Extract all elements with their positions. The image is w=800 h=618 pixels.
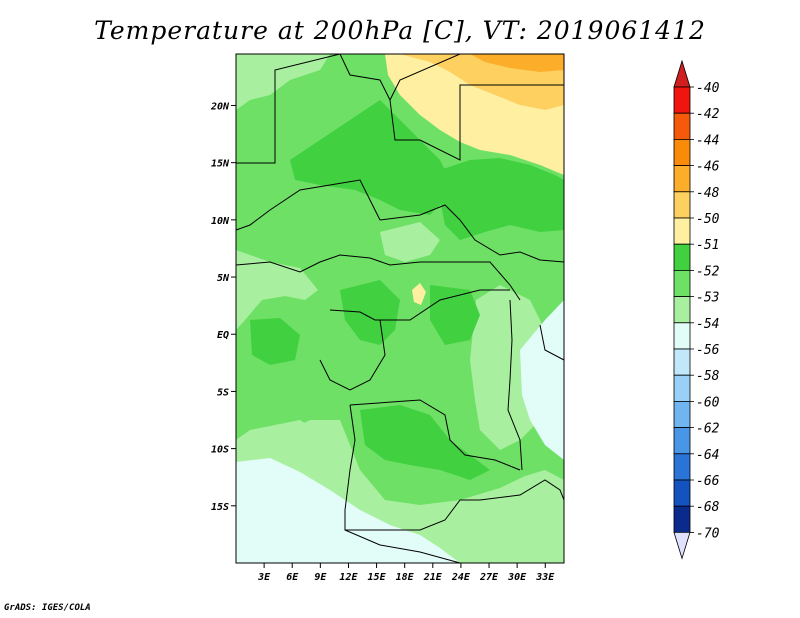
colorbar-swatch [673,217,691,245]
colorbar-label: -42 [696,107,720,122]
lon-tick-label: 24E [451,572,471,583]
colorbar-label: -44 [696,133,719,148]
latitude-ticks: 20N 15N 10N 5N EQ 5S 10S 15S [210,101,236,513]
colorbar-label: -40 [696,81,720,96]
field-dark-north [290,100,450,215]
lon-tick-label: 30E [507,572,527,583]
field-very-light-east [520,300,564,460]
lat-tick-label: 20N [210,101,230,112]
lon-tick-label: 15E [368,572,387,583]
colorbar-swatch [673,348,691,376]
lat-tick-label: 15N [211,159,230,170]
temperature-field [236,54,564,563]
field-dark-central [340,280,400,345]
colorbar-label: -50 [696,212,720,227]
colorbar-swatch [673,112,691,140]
colorbar-label: -70 [696,526,720,541]
field-light-central [380,222,440,262]
longitude-ticks: 3E 6E 9E 12E 15E 18E 21E 24E 27E 30E 33E [257,563,555,583]
lon-tick-label: 9E [314,572,327,583]
country-borders [236,54,564,563]
field-very-light-south [236,458,460,563]
lat-tick-label: 5S [217,387,229,398]
field-light-nw [236,54,330,110]
lon-tick-label: 3E [257,572,271,583]
field-dark-southwest [360,405,490,480]
colorbar-swatch [673,86,691,114]
lat-tick-label: 15S [211,502,229,513]
colorbar-label: -53 [696,291,719,306]
lat-tick-label: 10S [211,445,229,456]
colorbar: -40 -42 -44 -46 -48 -50 -51 -52 -53 -54 -56 -58 -60 -… [673,59,720,560]
colorbar-top-arrow [673,59,691,88]
colorbar-label: -52 [696,264,720,279]
colorbar-label: -66 [696,474,720,489]
field-dark-ne [440,158,564,240]
lat-tick-label: 10N [211,216,230,227]
colorbar-label: -56 [696,343,720,358]
field-dark-east [430,285,480,345]
field-light-west [236,250,318,330]
colorbar-label: -46 [696,160,720,175]
colorbar-swatch [673,243,691,271]
field-orange-ne [470,54,564,72]
colorbar-label: -54 [696,317,719,332]
colorbar-label: -68 [696,500,720,515]
colorbar-label: -60 [696,395,720,410]
colorbar-swatch [673,322,691,350]
colorbar-swatch [673,269,691,297]
colorbar-swatch [673,400,691,428]
colorbar-swatch [673,374,691,402]
lat-tick-label: 5N [217,273,230,284]
colorbar-swatch [673,505,691,533]
colorbar-label: -48 [696,186,720,201]
lat-tick-label: EQ [217,330,229,341]
lon-tick-label: 21E [423,572,443,583]
lon-tick-label: 6E [286,572,299,583]
lon-tick-label: 12E [339,572,358,583]
lon-tick-label: 27E [479,572,499,583]
colorbar-swatch [673,479,691,507]
colorbar-label: -62 [696,422,720,437]
colorbar-label: -51 [696,238,719,253]
lon-tick-label: 18E [396,572,415,583]
colorbar-label: -58 [696,369,720,384]
lon-tick-label: 33E [535,572,555,583]
footer-credit: GrADS: IGES/COLA [4,603,91,613]
field-pale-yellow-spot [412,283,426,305]
colorbar-swatch [673,453,691,481]
colorbar-bottom-arrow [673,532,691,560]
colorbar-swatch [673,138,691,166]
colorbar-label: -64 [696,448,719,463]
colorbar-swatch [673,165,691,193]
colorbar-swatch [673,296,691,324]
field-dark-congo [250,318,300,365]
colorbar-swatch [673,191,691,219]
chart-title: Temperature at 200hPa [C], VT: 201906141… [94,16,706,45]
plot-frame [235,53,565,564]
colorbar-swatch [673,427,691,455]
